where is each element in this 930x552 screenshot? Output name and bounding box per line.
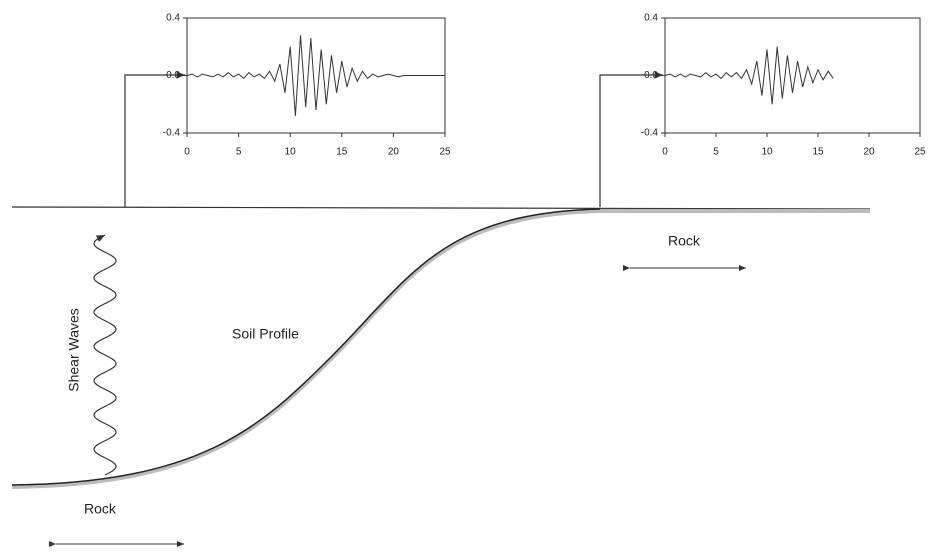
waveform [186,35,445,116]
rock-shade [11,209,870,489]
connector-right [599,71,663,207]
shear-waves-label: Shear Waves [66,308,82,392]
x-tick-label: 10 [285,147,297,158]
x-tick-label: 0 [184,147,190,158]
y-tick-label: 0.0 [166,70,180,81]
soil-rock-boundary [11,208,601,486]
x-tick-label: 25 [914,147,926,158]
x-tick-label: 10 [761,147,773,158]
soil-profile-label: Soil Profile [232,326,299,342]
shear-wave [93,234,117,476]
connector-left [124,71,185,207]
y-tick-label: 0.4 [166,13,180,24]
waveform [664,46,834,105]
y-tick-label: -0.4 [641,128,659,139]
plot-frame [664,17,921,134]
ground-surface [11,206,871,210]
y-tick-label: -0.4 [163,128,181,139]
x-tick-label: 20 [863,147,875,158]
y-tick-label: 0.4 [644,13,658,24]
y-tick-label: 0.0 [644,70,658,81]
x-tick-label: 5 [713,147,719,158]
rock-label: Rock [84,501,117,517]
x-tick-label: 0 [662,147,668,158]
x-tick-label: 5 [236,147,242,158]
x-tick-label: 15 [812,147,824,158]
x-tick-label: 25 [439,147,451,158]
rock-label: Rock [668,233,701,249]
x-tick-label: 20 [388,147,400,158]
x-tick-label: 15 [336,147,348,158]
